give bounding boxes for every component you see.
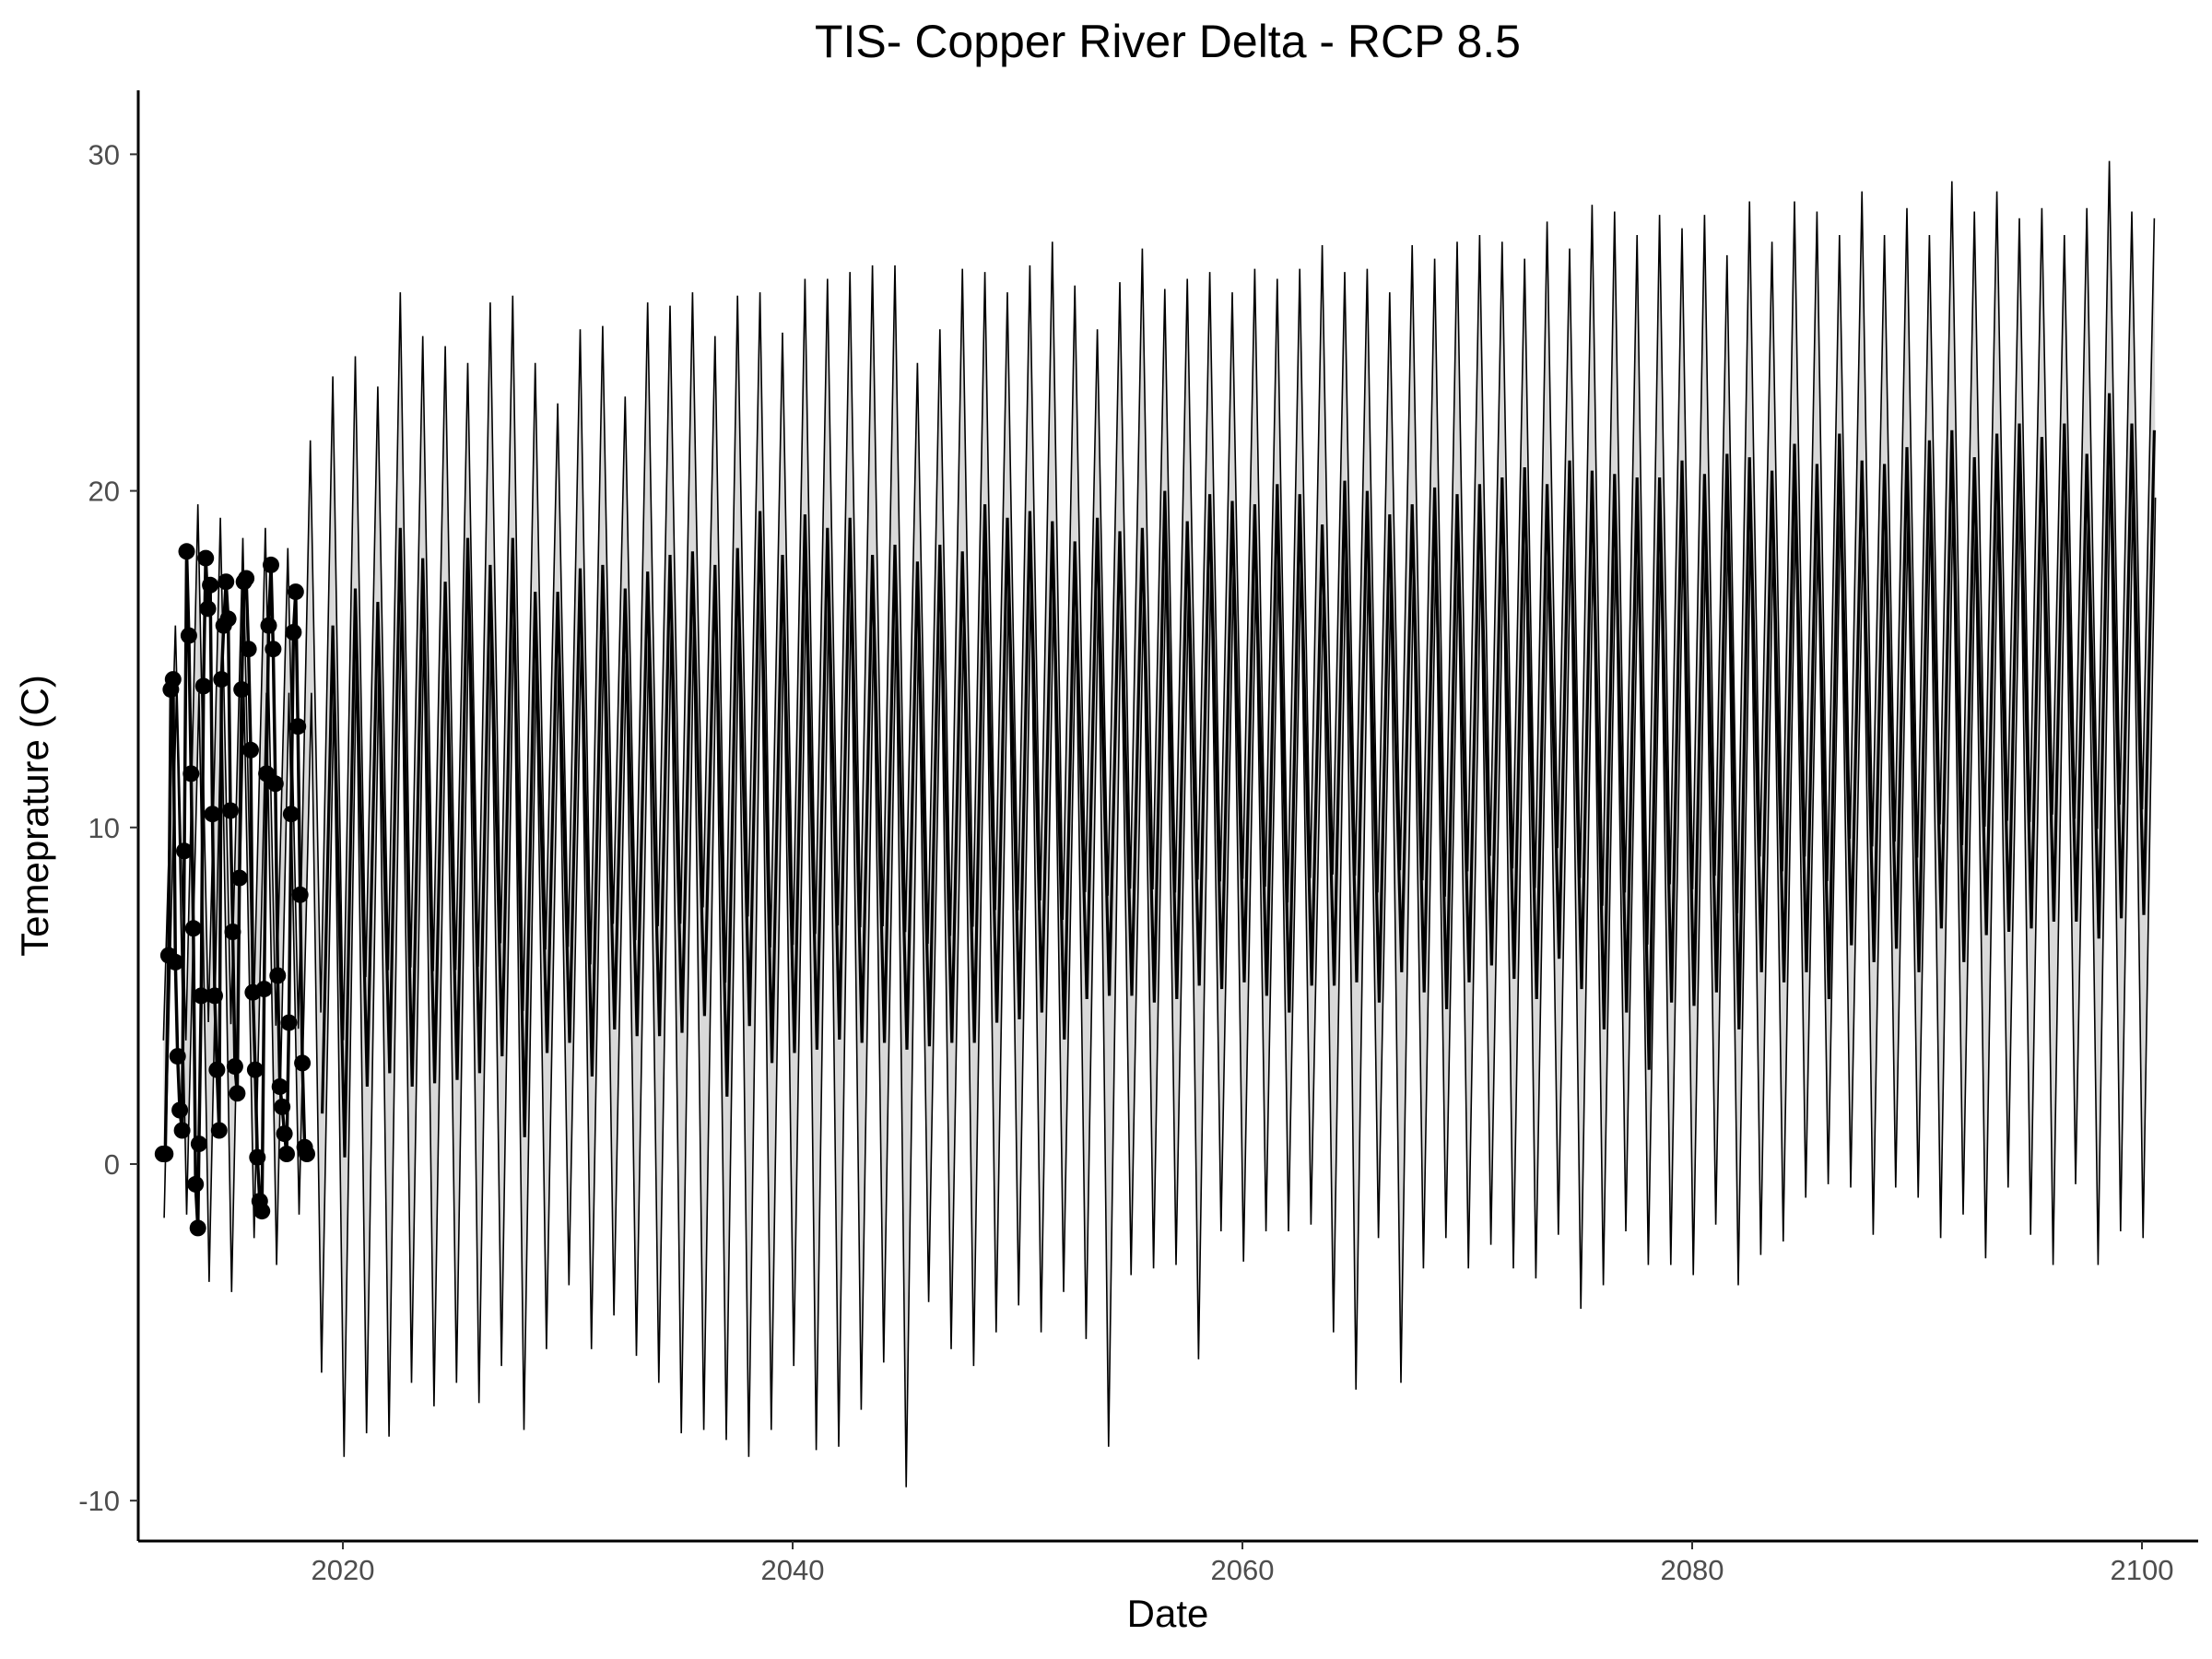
observed-point bbox=[285, 624, 302, 641]
observed-point bbox=[242, 741, 259, 759]
observed-point bbox=[169, 1048, 186, 1065]
observed-point bbox=[280, 1014, 298, 1031]
x-tick-label: 2100 bbox=[2111, 1554, 2174, 1586]
observed-point bbox=[164, 671, 182, 688]
observed-point bbox=[197, 549, 215, 567]
observed-point bbox=[230, 869, 248, 887]
observed-point bbox=[176, 842, 193, 860]
observed-point bbox=[167, 953, 184, 971]
y-tick-label: 30 bbox=[88, 138, 120, 171]
observed-point bbox=[246, 1061, 264, 1078]
observed-point bbox=[202, 576, 219, 594]
observed-point bbox=[218, 573, 235, 591]
x-tick-label: 2080 bbox=[1661, 1554, 1724, 1586]
y-axis-title: Temeprature (C) bbox=[13, 675, 56, 957]
observed-point bbox=[233, 681, 251, 699]
observed-point bbox=[189, 1219, 206, 1237]
observed-point bbox=[260, 617, 277, 634]
observed-point bbox=[199, 600, 217, 618]
observed-point bbox=[274, 1098, 291, 1115]
observed-point bbox=[229, 1085, 246, 1102]
observed-point bbox=[180, 627, 197, 644]
observed-point bbox=[263, 556, 279, 573]
observed-point bbox=[190, 1135, 207, 1153]
observed-point bbox=[173, 1122, 191, 1139]
observed-point bbox=[157, 1146, 174, 1162]
observed-point bbox=[240, 641, 257, 658]
observed-point bbox=[208, 1061, 226, 1078]
chart-title: TIS- Copper River Delta - RCP 8.5 bbox=[815, 16, 1521, 67]
projected-series-line bbox=[321, 393, 2156, 1158]
observed-point bbox=[204, 806, 221, 823]
observed-point bbox=[219, 610, 237, 628]
observed-point bbox=[289, 718, 307, 735]
ribbon-upper-line bbox=[162, 160, 2156, 1041]
x-tick-label: 2040 bbox=[761, 1554, 825, 1586]
plot-area bbox=[154, 160, 2157, 1488]
y-axis-ticks: -10 0 10 20 30 bbox=[78, 138, 138, 1517]
y-tick-label: 20 bbox=[88, 476, 120, 508]
observed-point bbox=[171, 1101, 189, 1119]
observed-point bbox=[265, 641, 282, 658]
x-axis-title: Date bbox=[1127, 1592, 1209, 1635]
observed-point bbox=[282, 806, 300, 823]
observed-point bbox=[291, 886, 309, 903]
ribbon-lower-line bbox=[163, 460, 2157, 1488]
y-tick-label: 0 bbox=[104, 1148, 120, 1181]
observed-point bbox=[184, 920, 202, 937]
observed-point bbox=[278, 1146, 295, 1162]
x-tick-label: 2060 bbox=[1211, 1554, 1275, 1586]
observed-point bbox=[193, 987, 210, 1005]
observed-point bbox=[206, 987, 223, 1005]
y-tick-label: -10 bbox=[78, 1485, 120, 1517]
observed-point bbox=[299, 1146, 315, 1162]
observed-point bbox=[182, 765, 200, 782]
x-axis-ticks: 2020 2040 2060 2080 2100 bbox=[312, 1541, 2174, 1586]
observed-point bbox=[178, 543, 195, 560]
observed-point bbox=[269, 967, 287, 984]
observed-point bbox=[249, 1148, 266, 1166]
observed-point bbox=[224, 924, 241, 940]
observed-point bbox=[226, 1058, 243, 1076]
observed-point bbox=[266, 775, 284, 793]
observed-point bbox=[222, 802, 239, 819]
observed-point bbox=[213, 671, 230, 688]
observed-point bbox=[253, 1203, 271, 1220]
observed-point bbox=[194, 677, 212, 695]
y-tick-label: 10 bbox=[88, 812, 120, 844]
observed-point bbox=[294, 1054, 312, 1072]
x-tick-label: 2020 bbox=[312, 1554, 375, 1586]
observed-point bbox=[210, 1122, 228, 1139]
observed-point bbox=[238, 570, 255, 587]
observed-point bbox=[255, 981, 273, 998]
observed-point bbox=[276, 1125, 293, 1143]
observed-point bbox=[187, 1175, 205, 1193]
observed-point bbox=[287, 583, 304, 601]
observed-point bbox=[271, 1078, 288, 1095]
